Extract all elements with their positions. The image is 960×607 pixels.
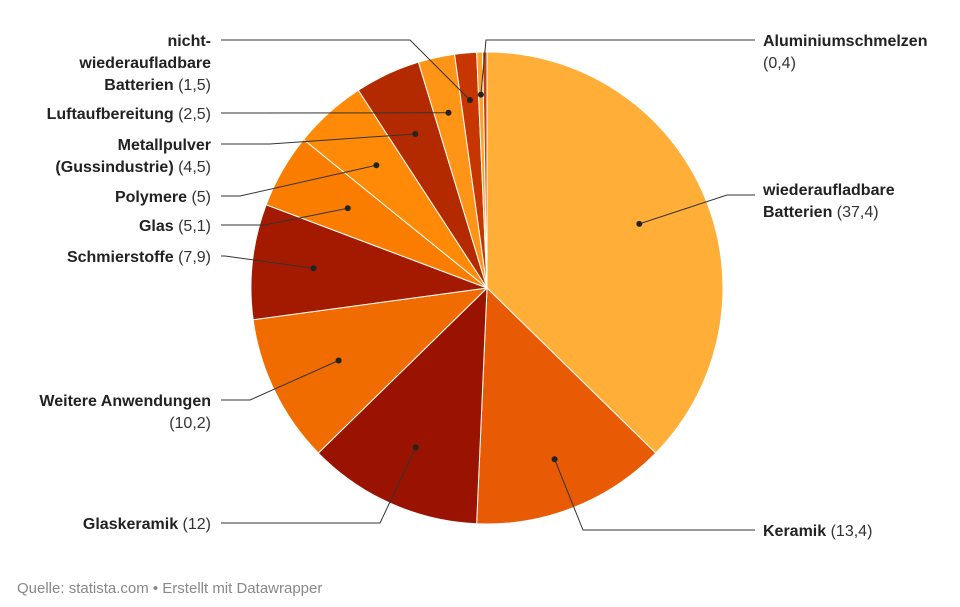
leader-line (639, 194, 755, 225)
slice-label: Luftaufbereitung (2,5) (47, 106, 211, 123)
pie-labels: wiederaufladbare Batterien (37,4) Keramik … (39, 33, 927, 540)
slice-label: Glaskeramik (12) (83, 516, 211, 533)
leader-line (221, 360, 339, 401)
slice-label: Glas (5,1) (139, 218, 211, 235)
leader-line (480, 39, 755, 95)
leader-line (221, 255, 314, 269)
leader-dot (445, 109, 452, 116)
pie-slice (317, 286, 488, 525)
leader-dot (412, 444, 419, 451)
leader-line (221, 447, 417, 524)
slice-label: Aluminiumschmelzen (0,4) (763, 33, 927, 72)
leader-line (554, 459, 755, 531)
slice-label: Polymere (5) (115, 189, 211, 206)
leader-dot (551, 456, 558, 463)
pie-slice (486, 51, 724, 454)
slice-label: Metallpulver (Gussindustrie) (4,5) (55, 137, 211, 176)
leader-dot (636, 220, 643, 227)
slice-label: Schmierstoffe (7,9) (67, 249, 211, 266)
slice-label: wiederaufladbare Batterien (37,4) (762, 182, 895, 221)
leader-line (221, 207, 348, 226)
leader-line (221, 133, 416, 145)
pie-chart: wiederaufladbare Batterien (37,4) Keramik … (39, 33, 927, 540)
leader-dot (335, 357, 342, 364)
leader-dot (412, 131, 419, 137)
slice-label: nicht-wiederaufladbare Batterien (1,5) (78, 33, 211, 94)
source-footer: Quelle: statista.com • Erstellt mit Data… (17, 580, 323, 597)
leader-dot (466, 97, 473, 103)
leader-line (221, 164, 377, 197)
leader-dot (310, 265, 317, 272)
leader-dot (477, 91, 484, 98)
pie-slice (250, 204, 488, 321)
leader-line (221, 39, 471, 101)
pie-slice (252, 287, 489, 454)
slice-label: Weitere Anwendungen (10,2) (39, 393, 211, 432)
pie-slices (250, 51, 724, 525)
leader-dot (344, 205, 351, 212)
slice-label: Keramik (13,4) (763, 523, 872, 540)
leader-dot (373, 162, 380, 169)
